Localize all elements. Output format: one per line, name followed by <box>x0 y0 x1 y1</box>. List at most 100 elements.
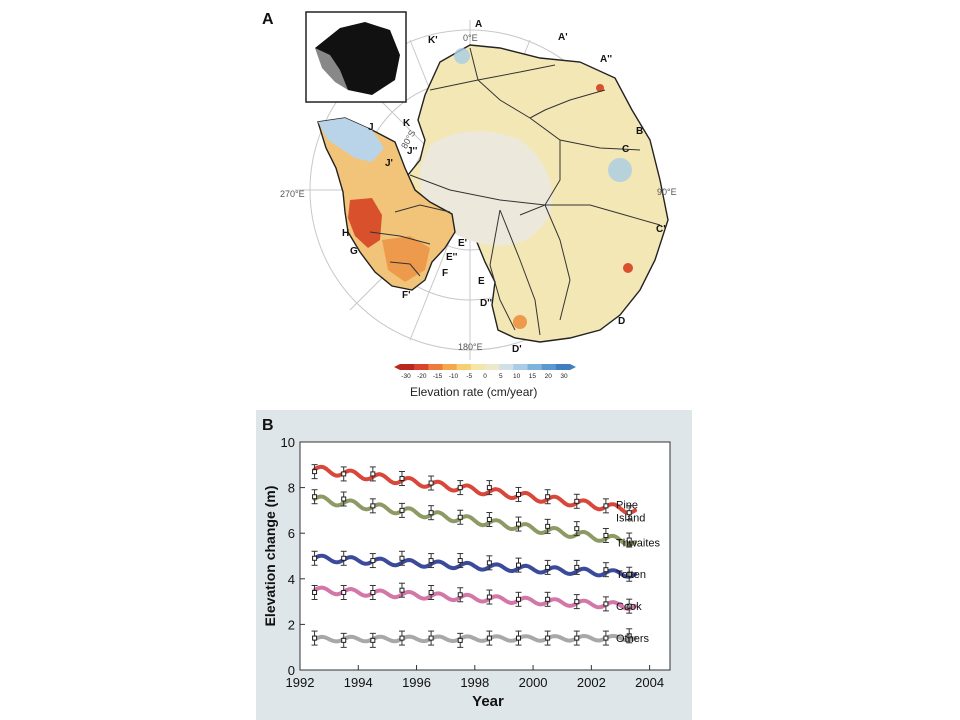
basin-label-A1: A' <box>558 32 568 43</box>
basin-label-J2: J'' <box>407 146 417 157</box>
colorbar-tick-label: -15 <box>433 373 443 380</box>
x-tick-label: 2002 <box>577 675 606 690</box>
basin-label-E: E <box>478 276 485 287</box>
data-point <box>486 594 492 600</box>
data-point <box>486 635 492 641</box>
y-tick-label: 8 <box>288 481 295 496</box>
series-fit-line <box>312 633 637 644</box>
colorbar-swatch <box>442 364 458 370</box>
basin-label-F1: F' <box>402 290 411 301</box>
colorbar-tick-label: -20 <box>417 373 427 380</box>
data-point <box>545 523 551 529</box>
data-point <box>399 587 405 593</box>
blue-patch <box>454 48 470 64</box>
colorbar-tick-label: 5 <box>499 373 503 380</box>
data-point <box>516 635 522 641</box>
data-point <box>399 475 405 481</box>
series-label: Cook <box>616 601 642 613</box>
data-point <box>545 635 551 641</box>
data-point <box>370 637 376 643</box>
data-point <box>516 491 522 497</box>
colorbar-tick-label: -10 <box>449 373 459 380</box>
colorbar-tick-label: 20 <box>545 373 553 380</box>
data-point <box>603 503 609 509</box>
basin-label-K1: K' <box>428 35 438 46</box>
colorbar-swatch <box>555 364 571 370</box>
series-label: Totten <box>616 569 646 581</box>
lon-label-180: 180°E <box>458 342 483 352</box>
basin-label-K: K <box>403 118 411 129</box>
data-point <box>626 510 632 516</box>
blue-patch <box>608 158 632 182</box>
colorbar-swatch <box>541 364 557 370</box>
y-tick-label: 4 <box>288 572 295 587</box>
y-axis-label: Elevation change (m) <box>262 486 278 627</box>
data-point <box>457 592 463 598</box>
data-point <box>516 562 522 568</box>
colorbar-swatch <box>428 364 443 370</box>
data-point <box>626 537 632 543</box>
data-point <box>312 635 318 641</box>
inset-overview-map <box>305 11 407 103</box>
basin-label-G: G <box>350 246 358 257</box>
colorbar-swatch <box>470 364 486 370</box>
data-point <box>486 517 492 523</box>
data-point <box>312 469 318 475</box>
data-point <box>312 589 318 595</box>
x-tick-label: 1992 <box>286 675 315 690</box>
series-fit-line <box>312 585 637 611</box>
data-point <box>603 635 609 641</box>
basin-label-D1: D' <box>512 344 522 355</box>
data-point <box>428 510 434 516</box>
orange-coastal-area <box>382 236 430 282</box>
series-label: Thwaites <box>616 537 661 549</box>
colorbar-swatch <box>527 364 543 370</box>
data-point <box>457 558 463 564</box>
data-point <box>626 603 632 609</box>
data-point <box>341 555 347 561</box>
colorbar: -30 -20 -15 -10 -5 0 5 10 15 20 30 <box>394 364 576 380</box>
colorbar-title: Elevation rate (cm/year) <box>410 385 537 399</box>
data-point <box>399 507 405 513</box>
data-point <box>516 596 522 602</box>
data-point <box>574 498 580 504</box>
data-point <box>486 485 492 491</box>
data-point <box>626 633 632 639</box>
colorbar-tick-label: 15 <box>529 373 537 380</box>
colorbar-tick-label: 30 <box>560 373 568 380</box>
y-tick-label: 2 <box>288 617 295 632</box>
data-point <box>428 589 434 595</box>
basin-label-B: B <box>636 126 643 137</box>
data-point <box>399 555 405 561</box>
peninsula-blue-area <box>318 118 384 162</box>
data-point <box>574 564 580 570</box>
colorbar-swatch <box>456 364 472 370</box>
data-point <box>370 503 376 509</box>
colorbar-swatch <box>400 364 415 370</box>
data-point <box>428 480 434 486</box>
data-point <box>603 601 609 607</box>
data-point <box>457 514 463 520</box>
basin-label-D: D <box>618 316 625 327</box>
x-axis-label: Year <box>472 693 504 710</box>
basin-label-E2: E'' <box>446 252 457 263</box>
colorbar-tick-label: -5 <box>466 373 472 380</box>
basin-label-J1: J' <box>385 158 393 169</box>
basin-label-J: J <box>368 122 374 133</box>
data-point <box>341 589 347 595</box>
data-point <box>486 560 492 566</box>
colorbar-high-arrow <box>570 364 576 370</box>
data-point <box>312 555 318 561</box>
colorbar-tick-label: 0 <box>483 373 487 380</box>
data-point <box>370 471 376 477</box>
colorbar-tick-label: 10 <box>513 373 521 380</box>
chart-axes: 0 2 4 6 8 10 1992 1994 1996 1998 2000 2002 2004 <box>281 435 665 690</box>
lon-label-90: 90°E <box>657 187 677 197</box>
panel-a-label: A <box>262 11 274 28</box>
data-point <box>626 571 632 577</box>
basin-label-C1: C' <box>656 224 666 235</box>
panel-b-label: B <box>262 417 274 434</box>
series-fit-line <box>312 494 637 547</box>
